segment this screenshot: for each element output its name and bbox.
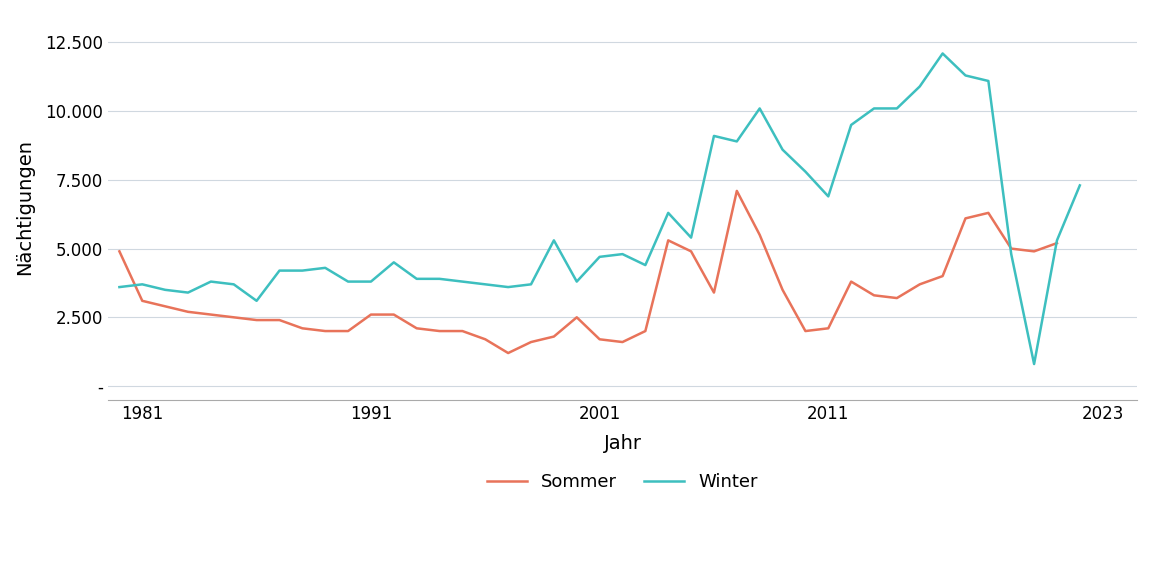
Sommer (204, 311, 218, 318)
Winter (684, 234, 698, 241)
Sommer (867, 292, 881, 299)
Sommer (958, 215, 972, 222)
Sommer (982, 210, 995, 217)
Legend: Sommer, Winter: Sommer, Winter (479, 466, 765, 498)
Winter (410, 275, 424, 282)
Winter (775, 146, 789, 153)
X-axis label: Jahr: Jahr (604, 434, 642, 453)
Sommer (341, 328, 355, 335)
Winter (615, 251, 629, 257)
Winter (570, 278, 584, 285)
Winter (295, 267, 309, 274)
Sommer (410, 325, 424, 332)
Winter (547, 237, 561, 244)
Winter (912, 83, 926, 90)
Winter (593, 253, 607, 260)
Winter (958, 72, 972, 79)
Winter (730, 138, 744, 145)
Winter (707, 132, 721, 139)
Winter (844, 122, 858, 128)
Sommer (638, 328, 652, 335)
Sommer (775, 286, 789, 293)
Winter (661, 210, 675, 217)
Sommer (433, 328, 447, 335)
Sommer (250, 317, 264, 324)
Winter (227, 281, 241, 288)
Sommer (844, 278, 858, 285)
Y-axis label: Nächtigungen: Nächtigungen (15, 139, 35, 275)
Winter (341, 278, 355, 285)
Winter (136, 281, 150, 288)
Winter (158, 286, 172, 293)
Line: Winter: Winter (120, 54, 1079, 364)
Winter (113, 283, 127, 290)
Sommer (1051, 240, 1064, 247)
Sommer (524, 339, 538, 346)
Winter (1073, 182, 1086, 189)
Line: Sommer: Sommer (120, 191, 1058, 353)
Winter (982, 78, 995, 85)
Winter (501, 283, 515, 290)
Sommer (798, 328, 812, 335)
Sommer (455, 328, 469, 335)
Winter (798, 168, 812, 175)
Sommer (615, 339, 629, 346)
Winter (935, 50, 949, 57)
Winter (387, 259, 401, 266)
Sommer (912, 281, 926, 288)
Sommer (295, 325, 309, 332)
Winter (250, 297, 264, 304)
Sommer (547, 333, 561, 340)
Sommer (935, 272, 949, 279)
Sommer (158, 303, 172, 310)
Winter (318, 264, 332, 271)
Sommer (364, 311, 378, 318)
Winter (890, 105, 904, 112)
Sommer (684, 248, 698, 255)
Winter (524, 281, 538, 288)
Sommer (1028, 248, 1041, 255)
Winter (433, 275, 447, 282)
Winter (752, 105, 766, 112)
Winter (273, 267, 287, 274)
Sommer (387, 311, 401, 318)
Sommer (227, 314, 241, 321)
Sommer (273, 317, 287, 324)
Winter (1028, 361, 1041, 367)
Sommer (570, 314, 584, 321)
Sommer (593, 336, 607, 343)
Sommer (821, 325, 835, 332)
Sommer (730, 187, 744, 194)
Winter (867, 105, 881, 112)
Winter (1051, 237, 1064, 244)
Sommer (1005, 245, 1018, 252)
Sommer (890, 294, 904, 301)
Winter (1005, 251, 1018, 257)
Sommer (752, 232, 766, 238)
Sommer (501, 350, 515, 357)
Sommer (478, 336, 492, 343)
Winter (821, 193, 835, 200)
Sommer (661, 237, 675, 244)
Sommer (707, 289, 721, 296)
Winter (181, 289, 195, 296)
Winter (204, 278, 218, 285)
Winter (638, 262, 652, 268)
Sommer (181, 308, 195, 315)
Sommer (136, 297, 150, 304)
Sommer (318, 328, 332, 335)
Sommer (113, 248, 127, 255)
Winter (478, 281, 492, 288)
Winter (364, 278, 378, 285)
Winter (455, 278, 469, 285)
